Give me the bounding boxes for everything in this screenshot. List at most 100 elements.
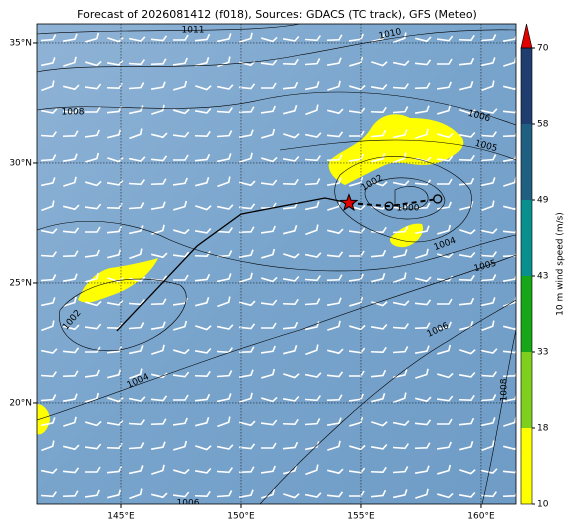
- wind-barb: [371, 152, 386, 163]
- wind-barb: [304, 492, 322, 498]
- wind-barb: [348, 107, 366, 114]
- wind-barb: [195, 56, 210, 67]
- wind-barb: [481, 200, 495, 212]
- wind-barb: [261, 156, 278, 163]
- wind-barb: [85, 272, 100, 283]
- wind-barb: [436, 395, 454, 402]
- wind-area: [78, 258, 158, 303]
- wind-barb: [261, 396, 278, 403]
- wind-area: [389, 223, 424, 248]
- isobar: [37, 221, 516, 272]
- wind-barb: [261, 488, 276, 499]
- wind-area: [37, 404, 50, 435]
- wind-barb: [371, 61, 388, 67]
- x-tick-label: 155°E: [347, 512, 375, 522]
- wind-barb: [128, 276, 146, 282]
- wind-barb: [173, 154, 189, 161]
- wind-barb: [63, 416, 77, 427]
- wind-barb: [327, 108, 344, 115]
- wind-barb: [327, 440, 341, 451]
- wind-barb: [107, 37, 124, 43]
- wind-barb: [63, 56, 77, 67]
- wind-barb: [128, 345, 144, 355]
- wind-barb: [84, 323, 102, 330]
- wind-barb: [392, 420, 410, 426]
- wind-barb: [260, 299, 278, 306]
- wind-barb: [370, 466, 387, 473]
- y-tick-label: 20°N: [9, 398, 32, 408]
- wind-barb: [481, 80, 495, 92]
- wind-barb: [459, 440, 474, 451]
- wind-areas: [37, 114, 464, 435]
- wind-barb: [436, 441, 452, 450]
- wind-barb: [283, 464, 298, 475]
- wind-barb: [261, 128, 276, 139]
- wind-barb: [283, 373, 300, 379]
- wind-barb: [239, 32, 253, 43]
- wind-barb: [173, 108, 190, 115]
- wind-barb: [349, 444, 366, 451]
- wind-barb: [349, 84, 366, 91]
- wind-barb: [261, 442, 277, 449]
- wind-barb: [282, 395, 300, 402]
- wind-barb: [282, 178, 299, 185]
- isobar: [37, 24, 301, 35]
- colorbar-segment: [521, 276, 532, 352]
- wind-barb: [437, 224, 452, 235]
- wind-barb: [392, 106, 409, 114]
- wind-barb: [393, 152, 407, 164]
- wind-barb: [40, 131, 57, 138]
- wind-barb: [480, 108, 498, 114]
- wind-barb: [195, 205, 212, 211]
- wind-barb: [459, 349, 476, 355]
- wind-barb: [326, 371, 344, 378]
- wind-barb: [459, 109, 476, 115]
- wind-barb: [370, 369, 387, 378]
- wind-barb: [40, 394, 57, 402]
- wind-barb: [414, 225, 430, 235]
- wind-barb: [194, 33, 211, 42]
- wind-barb: [239, 272, 253, 283]
- wind-barb: [480, 274, 497, 282]
- wind-barb: [282, 58, 299, 65]
- wind-barb: [480, 131, 497, 138]
- wind-barb: [349, 416, 364, 427]
- wind-barb: [480, 154, 497, 162]
- wind-barb: [327, 468, 344, 475]
- wind-barb: [40, 34, 57, 42]
- wind-barb: [392, 226, 409, 234]
- wind-barb: [85, 300, 102, 307]
- wind-barb: [150, 155, 168, 162]
- wind-barb: [327, 348, 344, 355]
- wind-barb: [129, 488, 143, 500]
- wind-barb: [282, 321, 299, 330]
- wind-barb: [392, 129, 408, 139]
- wind-barb: [458, 417, 475, 426]
- wind-barb: [392, 203, 409, 210]
- wind-barb: [128, 105, 144, 115]
- wind-barb: [150, 201, 166, 211]
- wind-barb: [194, 393, 211, 402]
- contour-label: 1010: [378, 27, 403, 42]
- wind-barb: [85, 60, 102, 67]
- wind-barb: [150, 418, 167, 426]
- wind-barb: [502, 490, 516, 498]
- wind-barb: [283, 253, 300, 259]
- wind-barb: [326, 57, 342, 67]
- chart-title: Forecast of 2026081412 (f018), Sources: …: [77, 8, 477, 21]
- wind-barb: [85, 392, 100, 403]
- wind-barb: [40, 491, 57, 498]
- wind-barb: [481, 440, 495, 452]
- wind-barb: [216, 324, 234, 330]
- colorbar-tick-label: 58: [537, 120, 549, 130]
- wind-barbs: [40, 32, 516, 500]
- wind-barb: [370, 249, 387, 258]
- wind-barb: [239, 420, 256, 427]
- wind-barb: [437, 58, 453, 65]
- colorbar-tick-label: 18: [537, 424, 549, 434]
- wind-barb: [458, 251, 476, 258]
- contour-label: 1011: [182, 26, 205, 36]
- wind-barb: [392, 346, 409, 354]
- wind-barb: [502, 393, 516, 403]
